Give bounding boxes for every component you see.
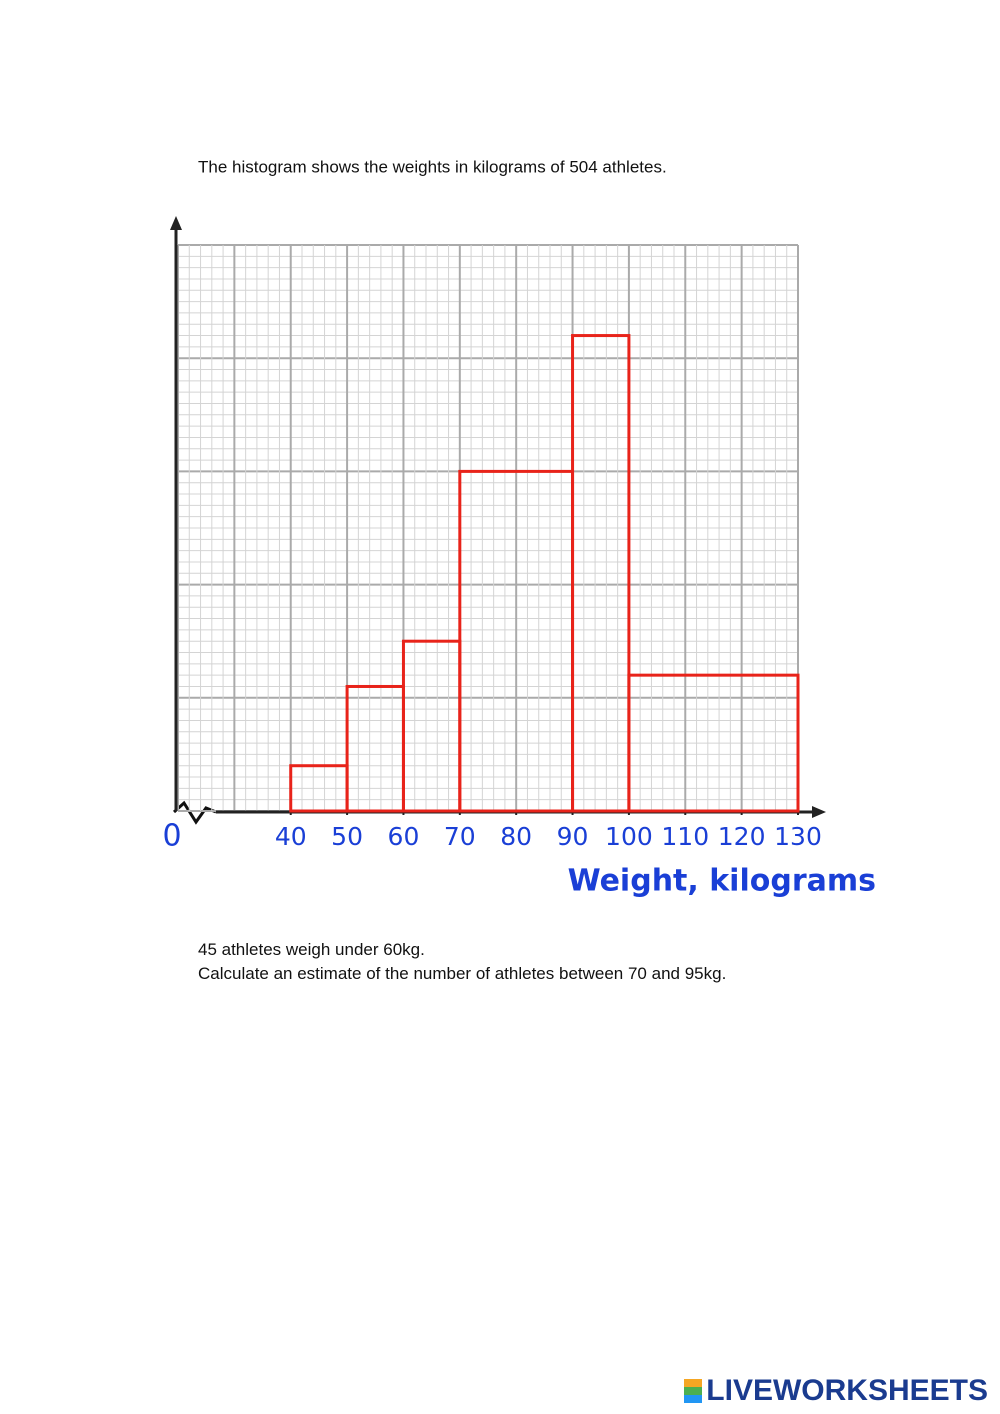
- x-tick-label: 70: [444, 822, 476, 851]
- brand-text: LIVEWORKSHEETS: [706, 1374, 988, 1407]
- x-tick-label: 40: [275, 822, 307, 851]
- footer-brand: LIVEWORKSHEETS: [684, 1374, 988, 1408]
- x-tick-label: 50: [331, 822, 363, 851]
- x-axis-arrow: [812, 806, 826, 818]
- bar: [401, 639, 462, 813]
- x-tick-label: 100: [605, 822, 653, 851]
- chart-title: The histogram shows the weights in kilog…: [198, 157, 667, 176]
- x-axis-label: Weight, kilograms: [568, 864, 876, 899]
- bar: [627, 673, 800, 813]
- x-tick-label: 120: [718, 822, 766, 851]
- x-tick-label: 130: [774, 822, 822, 851]
- x-tick-label: 60: [388, 822, 420, 851]
- x-tick-label: 110: [661, 822, 709, 851]
- bar: [345, 684, 405, 813]
- origin-label: 0: [162, 819, 181, 854]
- x-tick-label: 90: [557, 822, 589, 851]
- bar: [571, 334, 631, 813]
- brand-icon: [684, 1379, 703, 1403]
- question-line: 45 athletes weigh under 60kg.: [198, 940, 425, 959]
- question-line: Calculate an estimate of the number of a…: [198, 964, 727, 983]
- x-tick-label: 80: [500, 822, 532, 851]
- chart: The histogram shows the weights in kilog…: [162, 157, 876, 899]
- y-axis-arrow: [170, 216, 182, 230]
- axis-break: [172, 800, 217, 825]
